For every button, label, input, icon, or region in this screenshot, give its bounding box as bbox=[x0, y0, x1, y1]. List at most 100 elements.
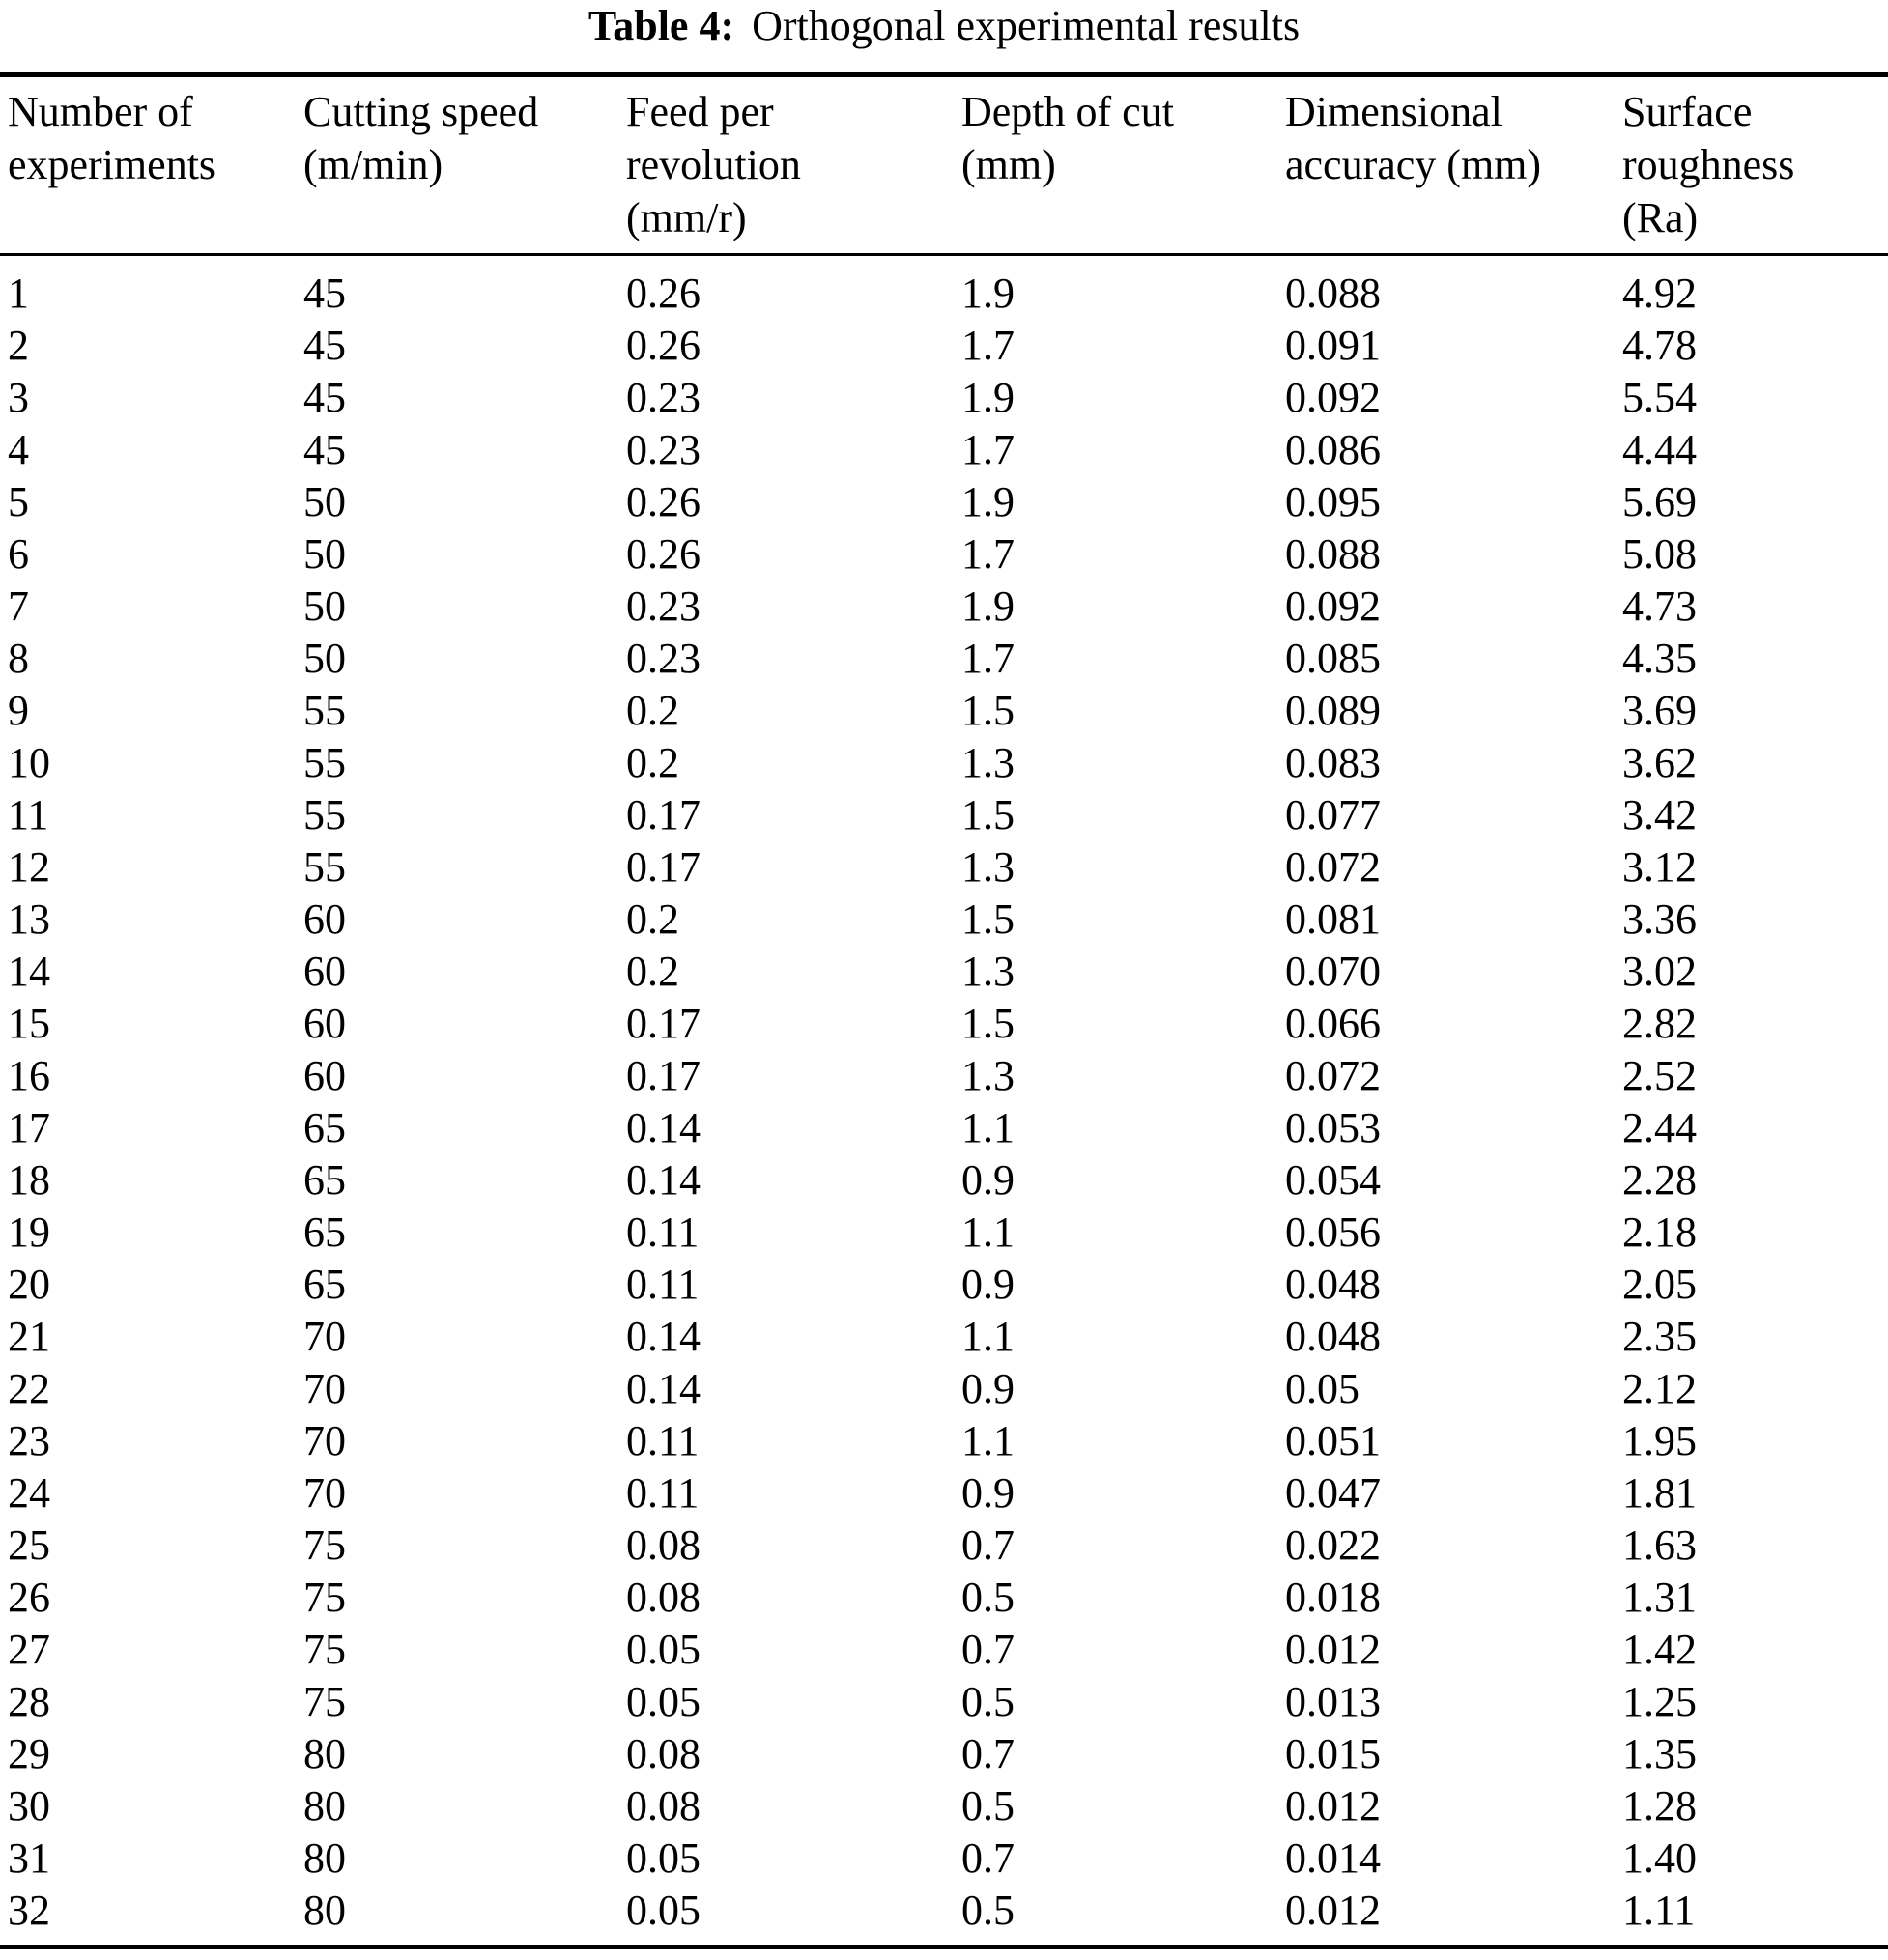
table-cell: 2 bbox=[8, 322, 29, 369]
column-header-line: experiments bbox=[8, 141, 216, 188]
table-row: 24 70 0.11 0.9 0.047 1.81 bbox=[0, 1467, 1888, 1520]
table-cell: 2.52 bbox=[1622, 1052, 1697, 1099]
table-row: 4 45 0.23 1.7 0.086 4.44 bbox=[0, 424, 1888, 476]
table-cell: 65 bbox=[303, 1208, 346, 1256]
table-cell: 0.5 bbox=[961, 1887, 1015, 1934]
column-header-line: (mm) bbox=[961, 141, 1056, 188]
table-cell: 1.1 bbox=[961, 1208, 1015, 1256]
table-cell: 9 bbox=[8, 687, 29, 734]
table-cell: 25 bbox=[8, 1521, 50, 1569]
table-cell: 80 bbox=[303, 1887, 346, 1934]
table-cell: 1.5 bbox=[961, 1000, 1015, 1047]
table-cell: 22 bbox=[8, 1365, 50, 1412]
table-cell: 50 bbox=[303, 478, 346, 526]
table-cell: 0.048 bbox=[1285, 1261, 1381, 1308]
table-cell: 3.42 bbox=[1622, 791, 1697, 838]
column-header-line: Cutting speed bbox=[303, 88, 539, 135]
column-header-line: Surface bbox=[1622, 88, 1753, 135]
table-cell: 0.9 bbox=[961, 1261, 1015, 1308]
table-cell: 5 bbox=[8, 478, 29, 526]
table-cell: 1.28 bbox=[1622, 1782, 1697, 1830]
table-cell: 0.23 bbox=[626, 635, 701, 682]
table-row: 11 55 0.17 1.5 0.077 3.42 bbox=[0, 789, 1888, 841]
table-cell: 30 bbox=[8, 1782, 50, 1830]
table-cell: 0.23 bbox=[626, 426, 701, 473]
table-cell: 15 bbox=[8, 1000, 50, 1047]
table-cell: 0.08 bbox=[626, 1782, 701, 1830]
table-cell: 10 bbox=[8, 739, 50, 786]
table-cell: 0.088 bbox=[1285, 270, 1381, 317]
column-header-line: revolution bbox=[626, 141, 801, 188]
table-header-row: Number of experiments Cutting speed (m/min)… bbox=[0, 77, 1888, 253]
table-cell: 0.085 bbox=[1285, 635, 1381, 682]
column-header-line: Dimensional bbox=[1285, 88, 1502, 135]
column-header-4: Depth of cut (mm) bbox=[961, 85, 1285, 244]
table-cell: 60 bbox=[303, 895, 346, 943]
table-cell: 65 bbox=[303, 1104, 346, 1151]
table-cell: 7 bbox=[8, 582, 29, 630]
table-cell: 0.14 bbox=[626, 1313, 701, 1360]
table-cell: 0.022 bbox=[1285, 1521, 1381, 1569]
table-cell: 1.31 bbox=[1622, 1574, 1697, 1621]
table-row: 14 60 0.2 1.3 0.070 3.02 bbox=[0, 946, 1888, 998]
column-header-2: Cutting speed (m/min) bbox=[303, 85, 626, 244]
table-cell: 0.056 bbox=[1285, 1208, 1381, 1256]
table-cell: 0.08 bbox=[626, 1574, 701, 1621]
table-cell: 45 bbox=[303, 322, 346, 369]
table-row: 8 50 0.23 1.7 0.085 4.35 bbox=[0, 633, 1888, 685]
table-cell: 0.083 bbox=[1285, 739, 1381, 786]
table-cell: 16 bbox=[8, 1052, 50, 1099]
table-row: 21 70 0.14 1.1 0.048 2.35 bbox=[0, 1311, 1888, 1363]
table-cell: 2.05 bbox=[1622, 1261, 1697, 1308]
table-cell: 1.11 bbox=[1622, 1887, 1696, 1934]
table-cell: 14 bbox=[8, 948, 50, 995]
table-row: 29 80 0.08 0.7 0.015 1.35 bbox=[0, 1728, 1888, 1780]
table-row: 15 60 0.17 1.5 0.066 2.82 bbox=[0, 998, 1888, 1050]
table-cell: 2.12 bbox=[1622, 1365, 1697, 1412]
table-cell: 1.3 bbox=[961, 843, 1015, 891]
table-cell: 80 bbox=[303, 1834, 346, 1882]
table-cell: 0.14 bbox=[626, 1156, 701, 1204]
table-cell: 0.05 bbox=[626, 1678, 701, 1725]
table-cell: 0.7 bbox=[961, 1730, 1015, 1777]
table-cell: 32 bbox=[8, 1887, 50, 1934]
column-header-line: (Ra) bbox=[1622, 194, 1699, 241]
table-bottom-rule bbox=[0, 1945, 1888, 1949]
table-cell: 8 bbox=[8, 635, 29, 682]
table-cell: 70 bbox=[303, 1469, 346, 1517]
table-cell: 1.9 bbox=[961, 270, 1015, 317]
table-cell: 55 bbox=[303, 739, 346, 786]
table-cell: 23 bbox=[8, 1417, 50, 1464]
table-cell: 0.08 bbox=[626, 1521, 701, 1569]
table-cell: 0.26 bbox=[626, 270, 701, 317]
table-cell: 0.088 bbox=[1285, 530, 1381, 578]
table-cell: 1.7 bbox=[961, 426, 1015, 473]
table-cell: 13 bbox=[8, 895, 50, 943]
table-cell: 0.072 bbox=[1285, 843, 1381, 891]
table-cell: 45 bbox=[303, 374, 346, 421]
table-row: 13 60 0.2 1.5 0.081 3.36 bbox=[0, 894, 1888, 946]
table-cell: 65 bbox=[303, 1261, 346, 1308]
table-cell: 1.25 bbox=[1622, 1678, 1697, 1725]
table-cell: 75 bbox=[303, 1521, 346, 1569]
table-cell: 60 bbox=[303, 1000, 346, 1047]
table-cell: 19 bbox=[8, 1208, 50, 1256]
table-cell: 0.9 bbox=[961, 1365, 1015, 1412]
table-cell: 0.048 bbox=[1285, 1313, 1381, 1360]
table-cell: 24 bbox=[8, 1469, 50, 1517]
table-cell: 1.1 bbox=[961, 1417, 1015, 1464]
table-row: 22 70 0.14 0.9 0.05 2.12 bbox=[0, 1363, 1888, 1415]
table-row: 16 60 0.17 1.3 0.072 2.52 bbox=[0, 1050, 1888, 1102]
table-cell: 0.012 bbox=[1285, 1887, 1381, 1934]
table-cell: 0.17 bbox=[626, 843, 701, 891]
table-cell: 0.05 bbox=[626, 1626, 701, 1673]
table-cell: 0.081 bbox=[1285, 895, 1381, 943]
table-cell: 0.095 bbox=[1285, 478, 1381, 526]
table-row: 23 70 0.11 1.1 0.051 1.95 bbox=[0, 1415, 1888, 1467]
table-cell: 0.14 bbox=[626, 1365, 701, 1412]
table-cell: 0.047 bbox=[1285, 1469, 1381, 1517]
table-cell: 0.7 bbox=[961, 1834, 1015, 1882]
table-row: 30 80 0.08 0.5 0.012 1.28 bbox=[0, 1780, 1888, 1832]
table-cell: 0.26 bbox=[626, 530, 701, 578]
table-cell: 6 bbox=[8, 530, 29, 578]
